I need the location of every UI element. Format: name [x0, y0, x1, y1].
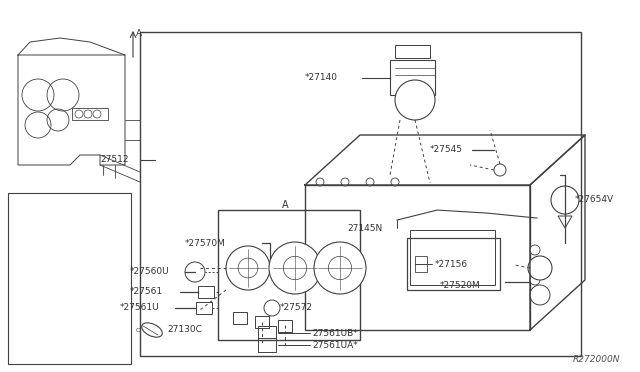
Circle shape	[264, 300, 280, 316]
Circle shape	[530, 285, 550, 305]
Text: *27561: *27561	[130, 288, 163, 296]
Circle shape	[185, 262, 205, 282]
Bar	[255, 316, 269, 328]
Text: *27156: *27156	[435, 260, 468, 269]
Circle shape	[226, 246, 270, 290]
Bar	[196, 302, 212, 314]
Bar	[198, 286, 214, 298]
Text: R272000N: R272000N	[573, 355, 620, 364]
Circle shape	[395, 80, 435, 120]
Text: A: A	[136, 29, 142, 38]
Circle shape	[391, 178, 399, 186]
Bar	[278, 320, 292, 332]
Circle shape	[528, 256, 552, 280]
Bar	[218, 210, 360, 340]
Bar	[415, 256, 427, 272]
Bar	[390, 60, 435, 95]
Polygon shape	[558, 216, 572, 228]
Bar	[72, 108, 108, 120]
Bar	[407, 238, 500, 290]
Circle shape	[314, 242, 366, 294]
Text: *27572: *27572	[280, 304, 313, 312]
Bar	[233, 312, 247, 324]
Circle shape	[84, 110, 92, 118]
Bar	[258, 338, 276, 352]
Text: 27130C: 27130C	[167, 326, 202, 334]
Circle shape	[494, 164, 506, 176]
Bar	[410, 230, 495, 285]
Text: C: C	[136, 327, 140, 333]
Circle shape	[328, 256, 352, 280]
Circle shape	[366, 178, 374, 186]
Circle shape	[238, 258, 258, 278]
Bar	[305, 185, 530, 330]
Text: 27561UB*: 27561UB*	[312, 328, 358, 337]
Text: *27140: *27140	[305, 74, 338, 83]
Circle shape	[341, 178, 349, 186]
Text: *27545: *27545	[430, 145, 463, 154]
Text: *27561U: *27561U	[120, 304, 159, 312]
Bar	[395, 45, 430, 58]
Text: 27561UA*: 27561UA*	[312, 340, 358, 350]
Bar	[8, 193, 131, 364]
Text: *27570M: *27570M	[185, 238, 226, 247]
Text: *27520M: *27520M	[440, 280, 481, 289]
Circle shape	[284, 256, 307, 280]
Circle shape	[551, 186, 579, 214]
Text: 27512: 27512	[100, 155, 129, 164]
Circle shape	[316, 178, 324, 186]
Text: *27560U: *27560U	[130, 267, 170, 276]
Bar	[140, 32, 581, 356]
Text: 27145N: 27145N	[347, 224, 382, 232]
Circle shape	[530, 275, 540, 285]
Circle shape	[530, 245, 540, 255]
Ellipse shape	[141, 323, 163, 337]
Circle shape	[75, 110, 83, 118]
Text: A: A	[282, 200, 288, 210]
Circle shape	[269, 242, 321, 294]
Bar	[258, 326, 276, 340]
Text: *27654V: *27654V	[575, 196, 614, 205]
Circle shape	[93, 110, 101, 118]
